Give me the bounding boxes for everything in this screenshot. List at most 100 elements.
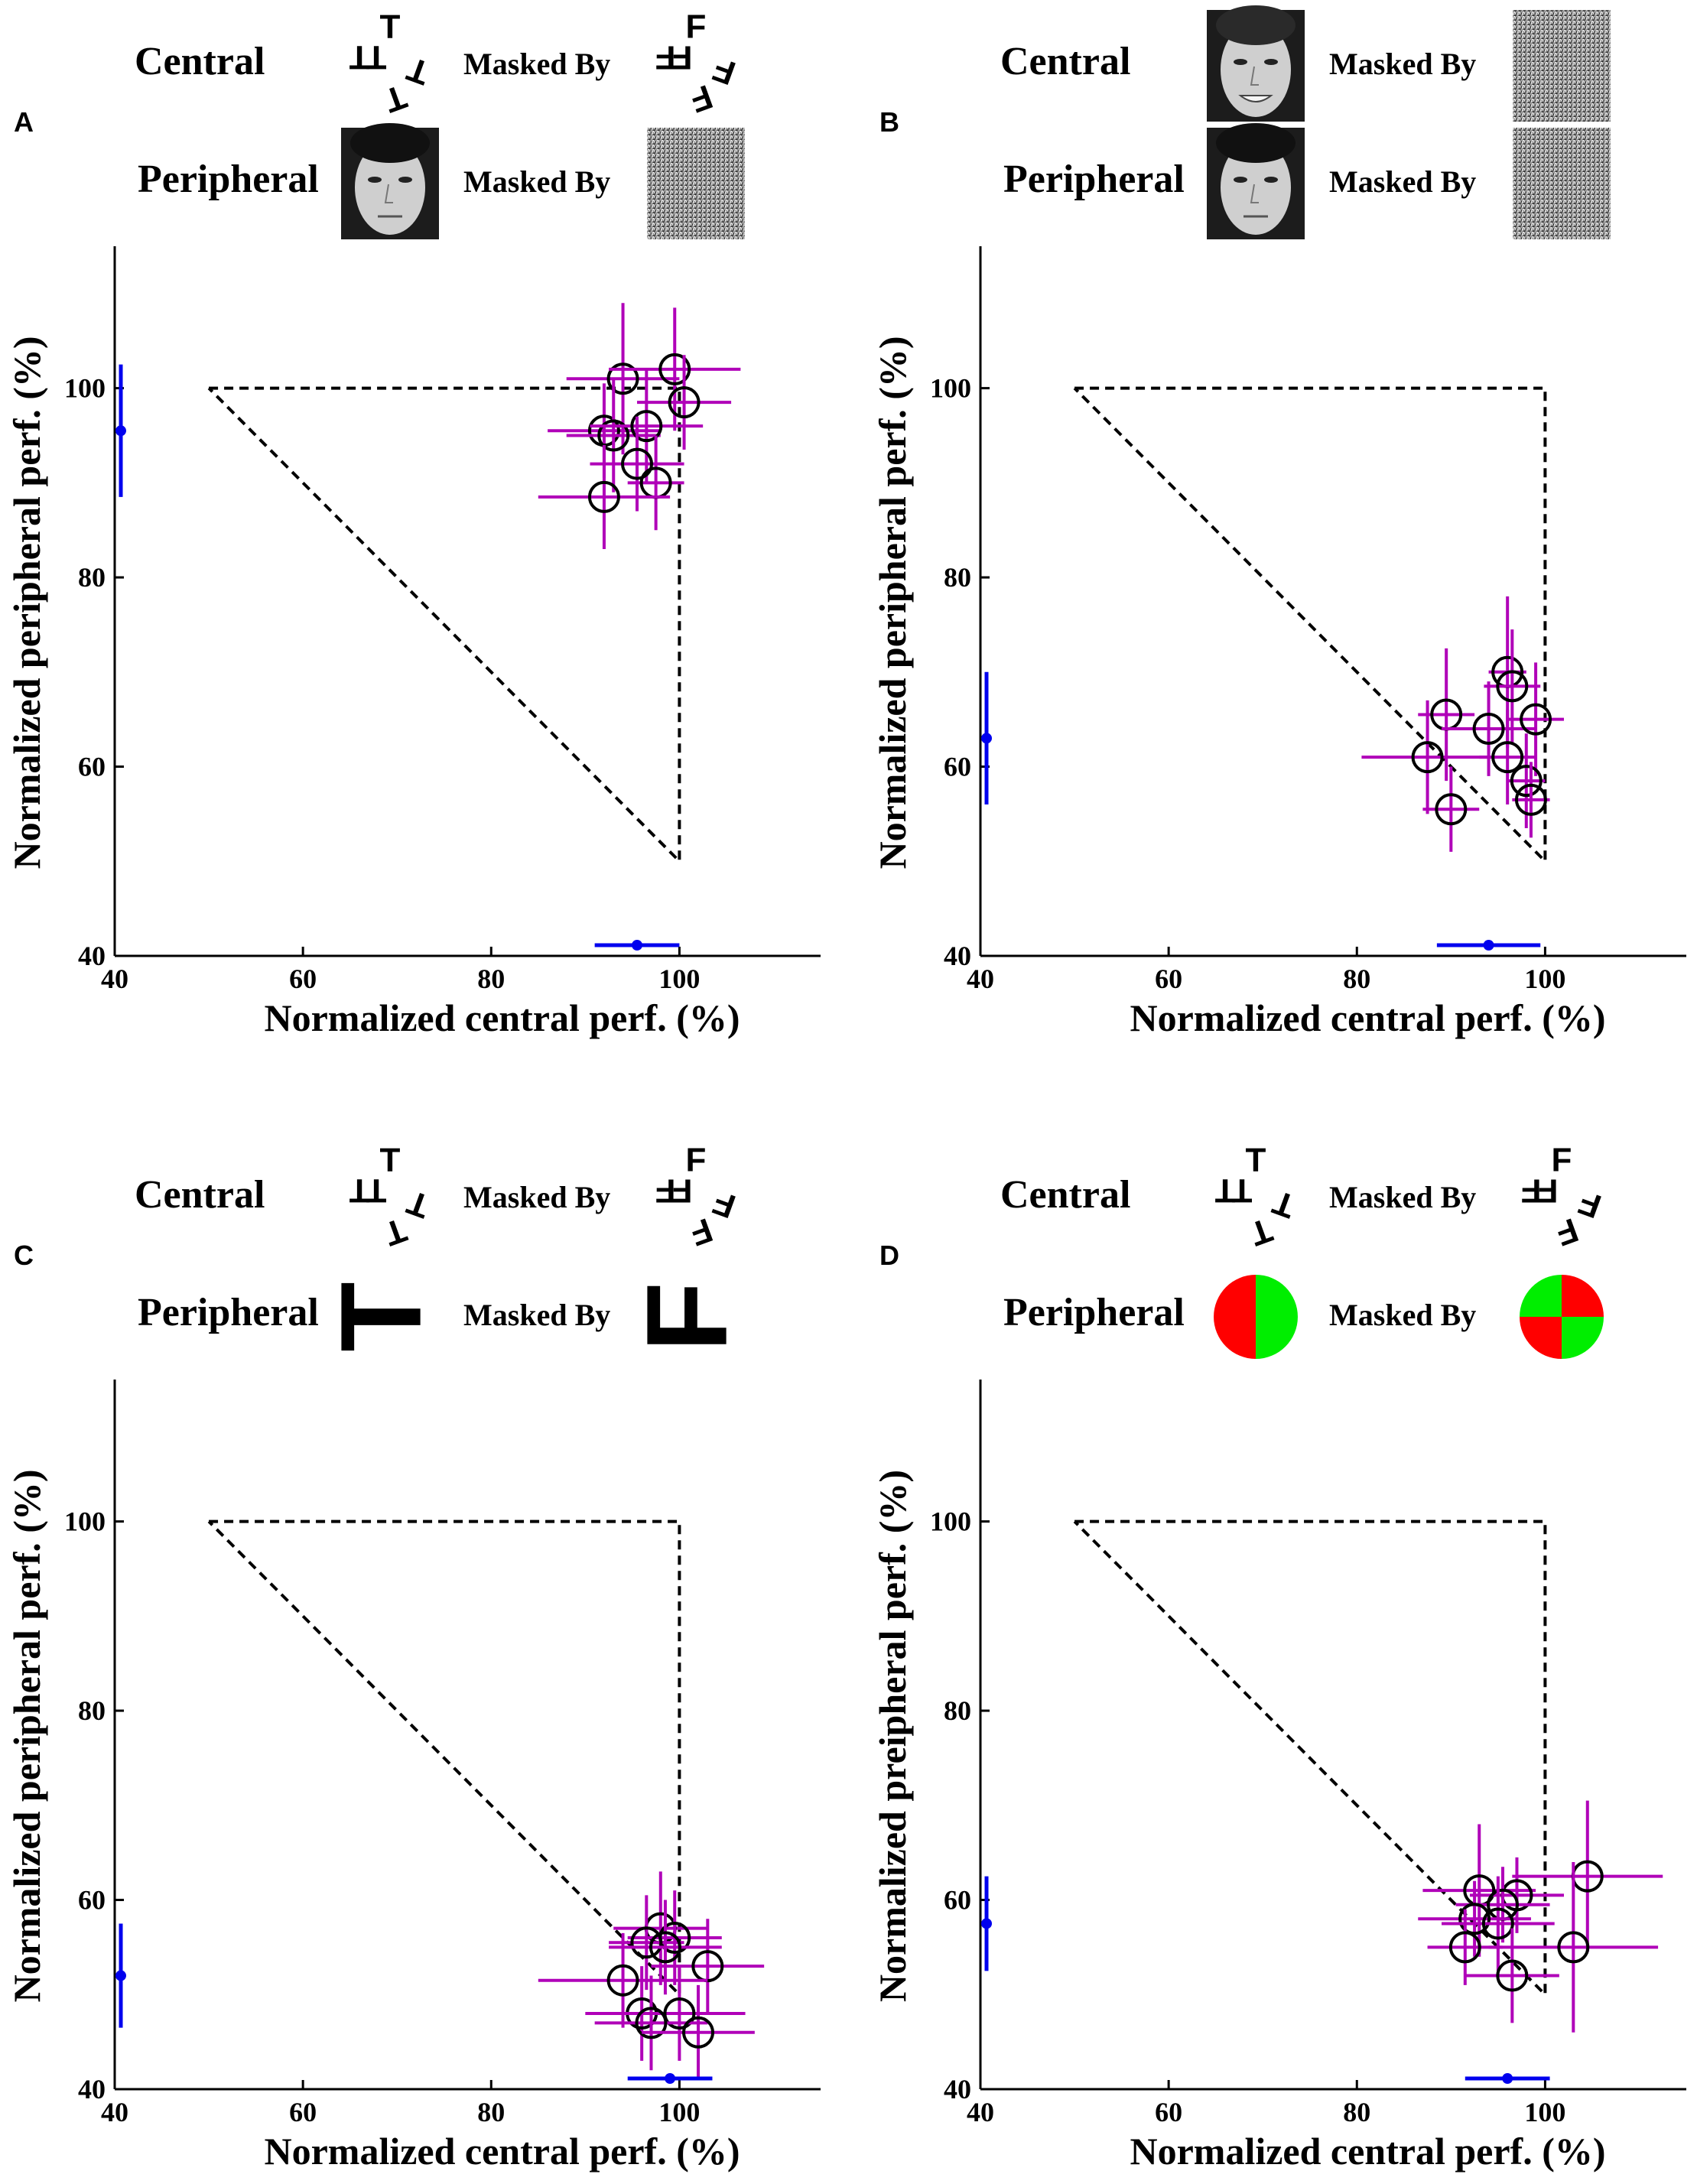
y-tick-label: 60	[78, 1885, 106, 1916]
data-marker	[621, 447, 654, 480]
data-point	[1442, 681, 1536, 776]
y-axis-title: Normalized peripheral perf. (%)	[5, 336, 48, 869]
face-hair	[1216, 5, 1296, 45]
data-marker	[1520, 703, 1552, 736]
panel-letter: B	[879, 106, 899, 138]
y-tick-label: 40	[78, 941, 106, 971]
masked-by-label: Masked By	[1329, 1298, 1476, 1332]
face-nose	[1250, 66, 1259, 86]
data-marker	[630, 1926, 663, 1959]
x-tick-label: 60	[289, 2097, 317, 2127]
disk-quadrant-red	[1562, 1275, 1604, 1317]
independence-bound-line	[1073, 386, 1547, 866]
data-marker	[1472, 713, 1505, 746]
x-tick-label: 80	[477, 964, 505, 994]
mean-x-marker	[1483, 940, 1494, 951]
f-letter-glyph: F	[1574, 1183, 1606, 1225]
face-eye-right	[1264, 59, 1278, 65]
peripheral-label: Peripheral	[138, 1291, 319, 1334]
disk-green-half	[1256, 1275, 1298, 1359]
data-marker	[1435, 793, 1468, 826]
x-axis-title: Normalized central perf. (%)	[265, 2130, 740, 2173]
y-tick-label: 40	[944, 2074, 971, 2104]
masked-by-label: Masked By	[1329, 1180, 1476, 1214]
data-point	[609, 307, 741, 431]
x-tick-label: 100	[1524, 2097, 1565, 2127]
data-marker	[682, 2016, 715, 2049]
face-smile	[1238, 95, 1273, 102]
face-hair	[1216, 123, 1296, 163]
face-eye-left	[1234, 59, 1247, 65]
f-letter-glyph: F	[655, 1172, 676, 1209]
face-eye-left	[368, 177, 382, 183]
data-point	[1507, 662, 1565, 776]
face-nose	[1250, 184, 1259, 203]
panel-letter: C	[14, 1240, 34, 1271]
data-marker	[668, 386, 701, 419]
female-face-image	[1207, 5, 1305, 122]
data-marker	[663, 1997, 696, 2030]
data-marker	[1491, 741, 1524, 774]
data-point	[1512, 762, 1550, 838]
masked-by-label: Masked By	[463, 47, 610, 81]
face-eye-right	[1264, 177, 1278, 183]
t-letter-glyph: T	[380, 1142, 401, 1179]
data-point	[1442, 1876, 1555, 1971]
f-letter-glyph: F	[686, 8, 707, 46]
central-label: Central	[1000, 40, 1130, 83]
y-tick-label: 80	[78, 1695, 106, 1726]
data-point	[1512, 1800, 1663, 1952]
x-tick-label: 100	[658, 964, 700, 994]
male-face-image	[1207, 123, 1305, 239]
t-letter-glyph: T	[1268, 1183, 1300, 1225]
central-label: Central	[135, 40, 265, 83]
data-marker	[1557, 1931, 1590, 1964]
t-letter-glyph: T	[402, 50, 434, 92]
y-tick-label: 100	[64, 1506, 106, 1537]
f-letter-glyph: F	[672, 1172, 693, 1209]
x-tick-label: 60	[1155, 964, 1182, 994]
y-tick-label: 60	[944, 1885, 971, 1916]
mean-x-marker	[632, 940, 643, 951]
x-tick-label: 60	[289, 964, 317, 994]
data-marker	[1448, 1931, 1481, 1964]
panel-a: A Central Peripheral Masked By Masked By TTTT…	[5, 8, 821, 1039]
f-letter-glyph: F	[708, 50, 740, 92]
peripheral-label: Peripheral	[138, 158, 319, 201]
data-marker	[1510, 765, 1543, 798]
independence-bound-line	[207, 1519, 681, 1999]
noise-mask-image	[647, 128, 745, 239]
data-point	[1484, 629, 1541, 743]
y-tick-label: 40	[944, 941, 971, 971]
data-point	[1488, 1862, 1659, 2033]
y-axis-title: Normalized preipheral perf. (%)	[871, 1470, 914, 2002]
f-letter-glyph: F	[655, 38, 676, 76]
panel-letter: A	[14, 106, 34, 138]
central-label: Central	[1000, 1173, 1130, 1217]
face-eye-right	[398, 177, 412, 183]
x-tick-label: 80	[1343, 2097, 1370, 2127]
disk-red-half	[1214, 1275, 1256, 1359]
y-axis-title: Normalized peripheral perf. (%)	[871, 336, 914, 869]
central-label: Central	[135, 1173, 265, 1217]
data-point	[1465, 1928, 1559, 2023]
face-skin	[1221, 22, 1291, 117]
disk-quadrant-red	[1520, 1317, 1562, 1359]
face-skin	[1221, 140, 1291, 235]
f-letter-glyph: F	[708, 1183, 740, 1225]
panel-letter: D	[879, 1240, 899, 1271]
noise-mask-image	[1513, 128, 1611, 239]
t-letter-glyph: T	[380, 8, 401, 46]
y-tick-label: 80	[78, 562, 106, 593]
face-nose	[384, 184, 393, 203]
data-marker	[1496, 1959, 1529, 1992]
data-marker	[1458, 1903, 1491, 1935]
t-letter-glyph: T	[349, 38, 369, 76]
f-letter-glyph: F	[1521, 1172, 1542, 1209]
panel-b: B Central Peripheral Masked By Masked By 40 60…	[871, 5, 1686, 1039]
y-axis-title: Normalized peripheral perf. (%)	[5, 1469, 48, 2002]
f-letter-glyph: F	[1552, 1142, 1572, 1179]
independence-bound-line	[1073, 1519, 1547, 1999]
